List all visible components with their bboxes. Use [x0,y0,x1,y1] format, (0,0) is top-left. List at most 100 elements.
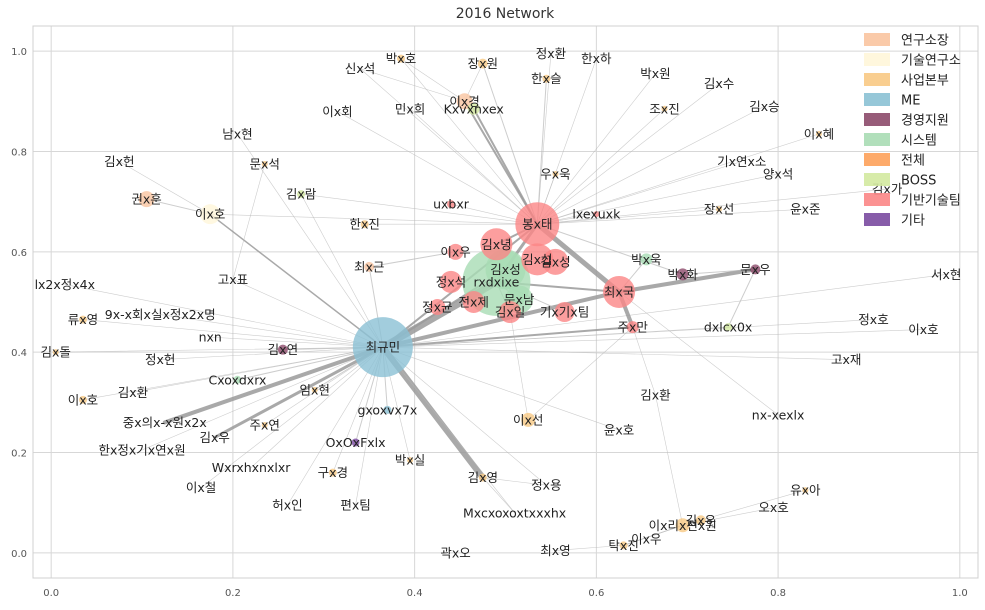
node-label: 김x우 [200,430,230,445]
network-edge [537,105,765,225]
network-node [521,412,536,427]
network-node [480,228,513,261]
node-label: 이x호 [908,322,938,337]
node-label: 박x욱 [631,252,661,267]
node-label: gxoxvx7x [357,402,417,417]
node-label: 김x환 [118,385,149,400]
node-label: 신x석 [345,61,375,76]
legend-label: 기술연구소 [901,54,961,69]
node-labels: 최규민봉x태rxdxixe김x성김x섭김x녕김x성최x국문x남정x석전x제김x일… [35,46,962,560]
node-label: 김x환 [640,387,671,402]
node-label: OxOxFxlx [326,435,386,450]
node-label: 남x현 [222,126,252,141]
node-label: 문x남 [504,292,535,307]
node-label: 이x회 [322,104,352,119]
network-edge [337,111,538,225]
node-label: 김x일 [495,305,525,320]
legend-label: 기타 [901,214,925,229]
network-edge [237,133,384,348]
node-label: 중x의x-x원x2x [123,415,207,430]
node-label: 정x석 [436,274,466,289]
network-edge [55,346,384,353]
network-node [462,291,485,313]
legend-swatch [864,53,890,66]
y-tick-label: 0.0 [11,549,27,560]
network-node [619,541,628,550]
node-label: 민x희 [395,101,425,116]
network-node [138,191,155,208]
node-label: 김x람 [286,187,317,202]
network-edge [537,173,779,225]
network-edge [537,161,743,225]
network-edge [482,477,547,486]
node-label: 유x아 [790,483,821,498]
legend-label: 사업본부 [901,74,949,89]
network-node [542,74,551,83]
legend-swatch [864,113,890,126]
network-node [554,302,575,323]
network-node [200,204,221,225]
node-label: 오x호 [758,500,788,515]
node-label: 김x섭 [522,252,552,267]
network-node [52,349,59,356]
node-label: 김x녕 [481,237,511,252]
network-node [397,54,406,63]
network-node [724,323,733,332]
network-node [78,315,87,324]
legend-swatch [864,173,890,186]
network-edge [359,68,538,225]
network-edge [537,73,656,225]
network-node [552,171,559,178]
network-node [447,243,464,260]
y-tick-label: 0.6 [11,248,27,259]
network-node [78,395,87,404]
node-label: 이x철 [186,480,216,495]
network-node [695,515,706,526]
network-node [750,264,761,275]
legend-label: BOSS [901,174,936,189]
legend-swatch [864,73,890,86]
network-node [626,321,639,334]
x-tick-label: 1.0 [952,588,968,599]
node-label: Wxrxhxnxlxr [212,460,291,475]
network-node [328,468,337,477]
node-label: 권x훈 [131,192,161,207]
y-tick-label: 0.8 [11,147,27,158]
network-edge [200,346,384,488]
network-node [542,248,569,275]
node-label: 문x석 [250,157,280,172]
network-node [311,386,318,393]
network-edge [119,161,211,215]
network-node [233,375,242,384]
network-node [407,457,414,464]
axes: 0.0 0.2 0.4 0.6 0.8 1.0 0.0 0.2 0.4 0.6 0.8 1.0 [11,25,979,599]
node-label: 김x연 [268,342,298,357]
network-edge [381,326,634,349]
plot-frame [32,25,979,579]
network-edge [162,345,385,425]
network-node [640,253,653,266]
node-label: 문x우 [740,262,770,277]
node-label: 고x재 [831,352,861,367]
y-tick-label: 1.0 [11,47,27,58]
network-node [499,301,522,324]
node-label: 김x성 [540,254,570,269]
network-node [478,473,487,482]
node-label: 최x국 [604,284,634,299]
node-label: 윤x준 [790,202,820,217]
node-label: 박x화 [667,267,698,282]
node-label: 곽x오 [440,545,470,560]
node-label: dxlcx0x [704,320,752,335]
node-label: 정x환 [536,46,567,61]
node-label: 조x진 [649,101,679,116]
node-label: 봉x태 [522,217,552,232]
node-label: 김x수 [704,76,734,91]
node-label: 최x근 [354,259,384,274]
node-label: 정x헌 [145,352,175,367]
network-edge [632,326,656,396]
x-tick-label: 0.0 [43,588,59,599]
network-edge [359,68,465,102]
network-edge [300,193,538,225]
network-edge [617,267,758,294]
